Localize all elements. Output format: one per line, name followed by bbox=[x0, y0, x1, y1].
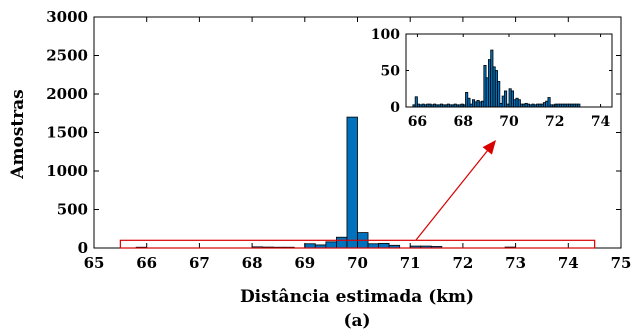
zoom-arrow-line bbox=[415, 147, 491, 241]
main-y-tick-label: 3000 bbox=[46, 8, 88, 26]
main-x-tick-label: 67 bbox=[189, 254, 210, 272]
main-x-tick-label: 71 bbox=[400, 254, 421, 272]
inset-y-tick-label: 0 bbox=[390, 100, 400, 116]
main-y-tick-label: 1500 bbox=[46, 124, 88, 142]
inset-x-tick-label: 68 bbox=[453, 114, 472, 130]
main-x-tick-label: 66 bbox=[136, 254, 157, 272]
x-axis-label: Distância estimada (km) bbox=[240, 287, 474, 307]
main-bar bbox=[304, 243, 316, 249]
inset-x-tick-label: 72 bbox=[545, 114, 564, 130]
main-x-tick-label: 68 bbox=[242, 254, 263, 272]
inset-y-tick-label: 50 bbox=[381, 64, 401, 80]
main-bar bbox=[346, 116, 358, 249]
main-x-tick-label: 65 bbox=[84, 254, 105, 272]
highlight-box bbox=[119, 239, 596, 249]
main-x-tick-label: 72 bbox=[452, 254, 473, 272]
highlight-region bbox=[119, 239, 596, 249]
main-bar bbox=[378, 242, 390, 249]
main-x-tick-label: 74 bbox=[558, 254, 579, 272]
panel-label: (a) bbox=[343, 311, 370, 331]
main-bar bbox=[367, 243, 379, 249]
main-x-tick-label: 75 bbox=[611, 254, 632, 272]
inset-x-tick-label: 66 bbox=[408, 114, 427, 130]
zoom-arrow bbox=[415, 140, 496, 241]
y-axis-label: Amostras bbox=[8, 89, 28, 179]
inset-x-tick-label: 74 bbox=[591, 114, 611, 130]
inset-y-tick-label: 100 bbox=[371, 27, 400, 43]
main-x-tick-label: 73 bbox=[505, 254, 526, 272]
main-y-tick-label: 500 bbox=[57, 201, 88, 219]
main-y-tick-label: 1000 bbox=[46, 162, 88, 180]
main-y-tick-label: 2000 bbox=[46, 85, 88, 103]
main-y-tick-label: 0 bbox=[78, 239, 88, 257]
main-y-tick-label: 2500 bbox=[46, 47, 88, 65]
main-x-tick-label: 70 bbox=[347, 254, 368, 272]
main-x-tick-label: 69 bbox=[294, 254, 315, 272]
main-histogram: 65 66 67 68 69 70 71 72 73 74 75050010001500200025… bbox=[46, 8, 631, 272]
inset-histogram: 66 68 70 72 74 0 50 100 bbox=[371, 27, 613, 130]
main-bar bbox=[336, 236, 348, 249]
zoom-arrow-head bbox=[482, 140, 496, 155]
inset-x-tick-label: 70 bbox=[499, 114, 519, 130]
main-bar bbox=[325, 241, 337, 249]
